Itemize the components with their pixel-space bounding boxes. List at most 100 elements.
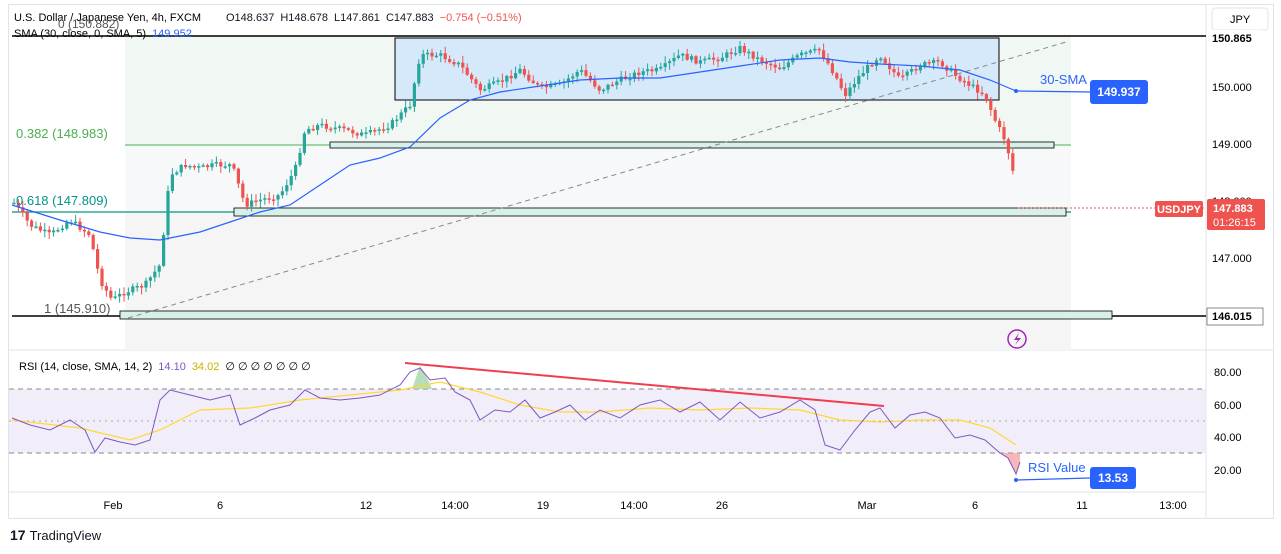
candle-body[interactable] [100,268,104,287]
candle-body[interactable] [118,293,122,297]
candle-body[interactable] [923,62,927,67]
candle-body[interactable] [426,52,430,55]
candle-body[interactable] [241,183,245,198]
candle-body[interactable] [861,73,865,76]
candle-body[interactable] [285,185,289,192]
candle-body[interactable] [610,84,614,87]
candle-body[interactable] [456,62,460,65]
candle-body[interactable] [412,83,416,107]
zone-146[interactable] [119,310,1113,320]
candle-body[interactable] [219,162,223,167]
candle-body[interactable] [549,83,553,88]
candle-body[interactable] [421,54,425,64]
candle-body[interactable] [874,60,878,66]
candle-body[interactable] [500,80,504,82]
candle-body[interactable] [113,296,117,298]
candle-body[interactable] [835,73,839,79]
candle-body[interactable] [888,63,892,70]
usdjpy-tag[interactable] [1155,201,1203,217]
candle-body[interactable] [685,53,689,60]
candle-body[interactable] [351,129,355,134]
candle-body[interactable] [668,61,672,64]
candle-body[interactable] [949,69,953,71]
candle-body[interactable] [443,53,447,60]
candle-body[interactable] [452,61,456,65]
candle-body[interactable] [795,55,799,58]
candle-body[interactable] [527,74,531,81]
candle-body[interactable] [751,51,755,59]
candle-body[interactable] [250,200,254,207]
candle-body[interactable] [12,202,16,205]
rsi-axis[interactable]: 80.00 60.00 40.00 20.00 [1214,367,1242,477]
candle-body[interactable] [157,265,161,272]
candle-body[interactable] [659,66,663,69]
candle-body[interactable] [905,71,909,76]
candle-body[interactable] [980,92,984,95]
candle-body[interactable] [848,87,852,96]
candle-body[interactable] [43,229,47,232]
candle-body[interactable] [1002,127,1006,140]
candle-body[interactable] [162,234,166,266]
candle-body[interactable] [654,67,658,72]
candle-body[interactable] [47,229,51,233]
candle-body[interactable] [153,271,157,278]
candle-body[interactable] [228,164,232,167]
candle-body[interactable] [698,60,702,64]
candle-body[interactable] [320,123,324,126]
candle-body[interactable] [540,84,544,86]
rsi-line[interactable] [11,367,1021,476]
candle-body[interactable] [940,61,944,67]
candle-body[interactable] [65,222,69,229]
candle-body[interactable] [716,59,720,62]
candle-body[interactable] [487,83,491,90]
candle-body[interactable] [126,292,130,296]
candle-body[interactable] [857,75,861,84]
candle-body[interactable] [672,57,676,62]
candle-body[interactable] [104,286,108,291]
candle-body[interactable] [470,74,474,80]
sma-badge[interactable] [1090,80,1148,104]
candle-body[interactable] [958,75,962,81]
candle-body[interactable] [976,84,980,93]
candle-body[interactable] [280,191,284,196]
candle-body[interactable] [993,109,997,121]
candle-body[interactable] [566,78,570,82]
candle-body[interactable] [492,81,496,84]
candle-body[interactable] [368,130,372,133]
candle-body[interactable] [245,197,249,207]
candle-body[interactable] [954,69,958,76]
candle-body[interactable] [329,128,333,131]
candle-body[interactable] [879,58,883,61]
candle-body[interactable] [496,80,500,82]
lightning-icon[interactable] [1007,329,1027,349]
candle-body[interactable] [883,58,887,64]
candle-body[interactable] [1006,139,1010,154]
candle-body[interactable] [628,78,632,81]
candle-body[interactable] [373,130,377,132]
candle-body[interactable] [786,62,790,68]
candle-body[interactable] [60,228,64,231]
candle-body[interactable] [263,198,267,200]
candle-body[interactable] [188,165,192,168]
candle-body[interactable] [140,286,144,288]
candle-body[interactable] [593,80,597,87]
candle-body[interactable] [408,106,412,109]
candle-body[interactable] [505,75,509,82]
candle-body[interactable] [712,57,716,60]
candle-body[interactable] [258,199,262,202]
candle-body[interactable] [720,57,724,62]
candle-body[interactable] [267,198,271,200]
candle-body[interactable] [474,79,478,84]
candle-body[interactable] [791,57,795,63]
candle-body[interactable] [650,69,654,72]
candle-body[interactable] [892,69,896,73]
candle-body[interactable] [694,56,698,64]
candle-body[interactable] [690,56,694,60]
candle-body[interactable] [364,132,368,134]
fib-trend-line[interactable] [127,41,1067,319]
candle-body[interactable] [1011,153,1015,171]
candle-body[interactable] [544,85,548,88]
candle-body[interactable] [439,53,443,56]
candle-body[interactable] [522,68,526,75]
candle-body[interactable] [663,63,667,67]
